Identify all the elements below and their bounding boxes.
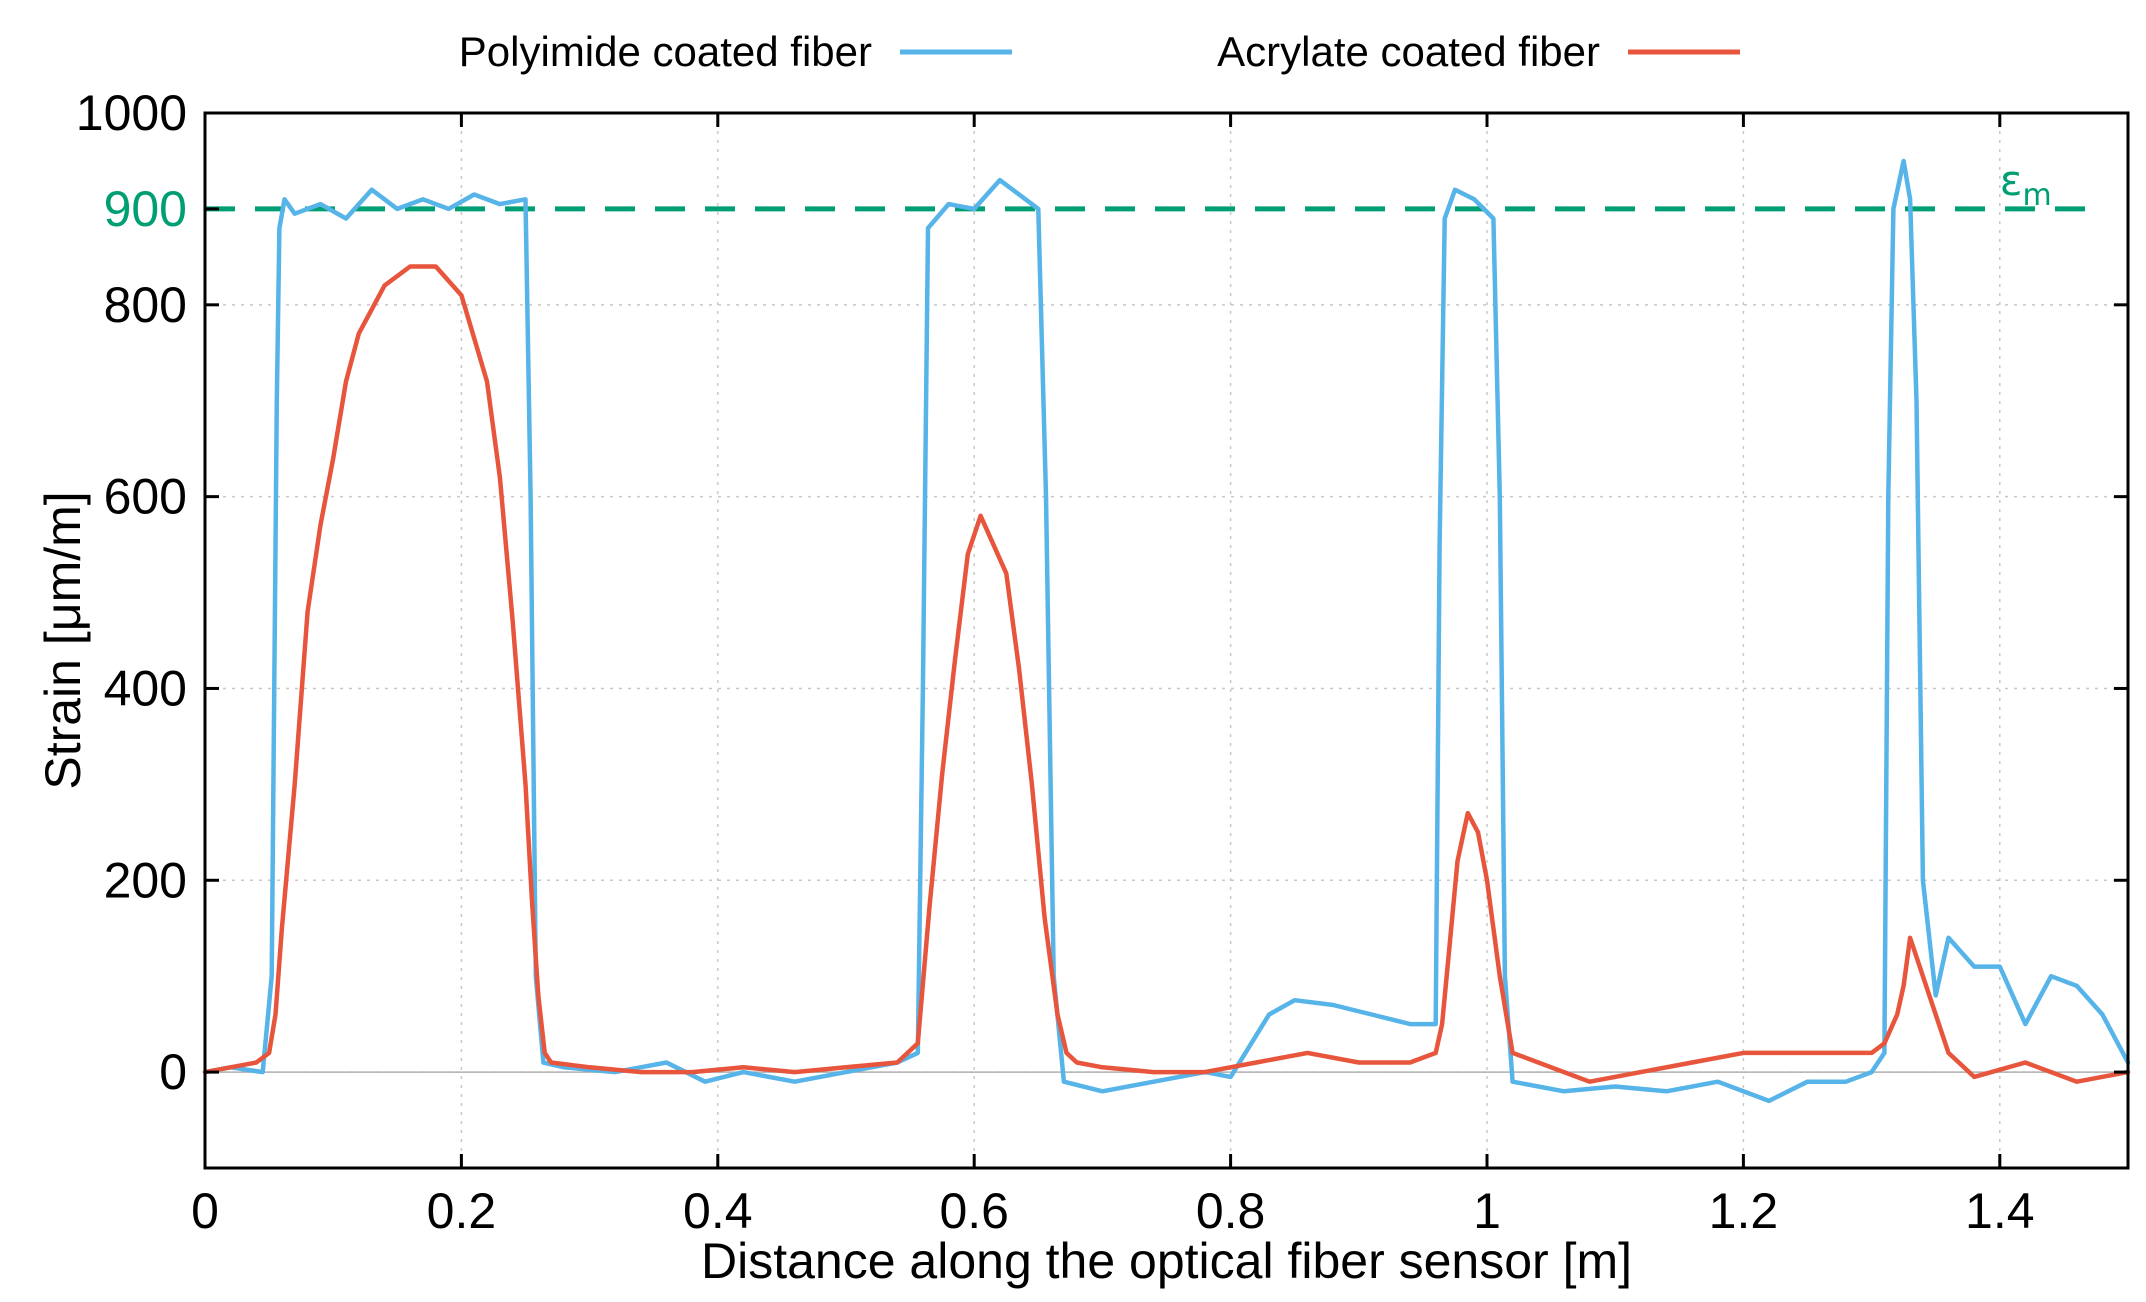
series-layer [202,158,2131,1104]
y-tick-label: 400 [104,660,187,716]
legend: Polyimide coated fiber Acrylate coated f… [459,28,1740,75]
y-axis-title: Strain [μm/m] [35,491,91,789]
x-tick-label: 0.2 [427,1183,497,1239]
plot-frame [203,111,2130,1170]
legend-label-acrylate: Acrylate coated fiber [1217,28,1600,75]
reference-line-subscript: m [2023,178,2052,213]
x-tick-label: 0.8 [1196,1183,1266,1239]
y-axis-ticks: 0 200 400 600 800 1000 [76,85,2128,1100]
x-tick-label: 0.6 [939,1183,1009,1239]
legend-label-polyimide: Polyimide coated fiber [459,28,872,75]
grid [205,112,2128,1168]
y-tick-label: 600 [104,469,187,525]
reference-line-symbol: ε [2000,156,2023,205]
x-tick-label: 0.4 [683,1183,753,1239]
reference-line-annotation: εm [2000,156,2052,213]
x-tick-label: 1 [1473,1183,1501,1239]
y-tick-label: 1000 [76,85,187,141]
legend-entry-polyimide: Polyimide coated fiber [459,28,1012,75]
reference-line-tick-label: 900 [104,181,187,237]
x-tick-label: 1.4 [1965,1183,2035,1239]
x-tick-label: 0 [191,1183,219,1239]
x-tick-label: 1.2 [1709,1183,1779,1239]
series-line-acrylate [202,264,2131,1084]
y-tick-label: 0 [159,1044,187,1100]
y-tick-label: 800 [104,277,187,333]
x-axis-title: Distance along the optical fiber sensor … [701,1233,1632,1289]
x-axis-ticks: 0 0.2 0.4 0.6 0.8 1 1.2 1.4 [191,113,2035,1239]
legend-entry-acrylate: Acrylate coated fiber [1217,28,1740,75]
y-tick-label: 200 [104,852,187,908]
series-line-polyimide [202,158,2131,1104]
